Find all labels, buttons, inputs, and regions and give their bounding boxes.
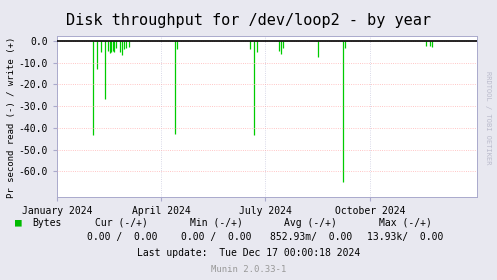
Text: Munin 2.0.33-1: Munin 2.0.33-1 [211,265,286,274]
Text: Max (-/+): Max (-/+) [379,218,431,228]
Text: 0.00 /  0.00: 0.00 / 0.00 [181,232,251,242]
Text: 13.93k/  0.00: 13.93k/ 0.00 [367,232,443,242]
Text: RRDTOOL / TOBI OETIKER: RRDTOOL / TOBI OETIKER [485,71,491,164]
Text: Last update:  Tue Dec 17 00:00:18 2024: Last update: Tue Dec 17 00:00:18 2024 [137,248,360,258]
Y-axis label: Pr second read (-) / write (+): Pr second read (-) / write (+) [7,36,16,197]
Text: Cur (-/+): Cur (-/+) [95,218,148,228]
Text: 852.93m/  0.00: 852.93m/ 0.00 [269,232,352,242]
Text: ■: ■ [15,218,22,228]
Text: Min (-/+): Min (-/+) [190,218,243,228]
Text: Avg (-/+): Avg (-/+) [284,218,337,228]
Text: Bytes: Bytes [32,218,62,228]
Text: 0.00 /  0.00: 0.00 / 0.00 [86,232,157,242]
Text: Disk throughput for /dev/loop2 - by year: Disk throughput for /dev/loop2 - by year [66,13,431,28]
